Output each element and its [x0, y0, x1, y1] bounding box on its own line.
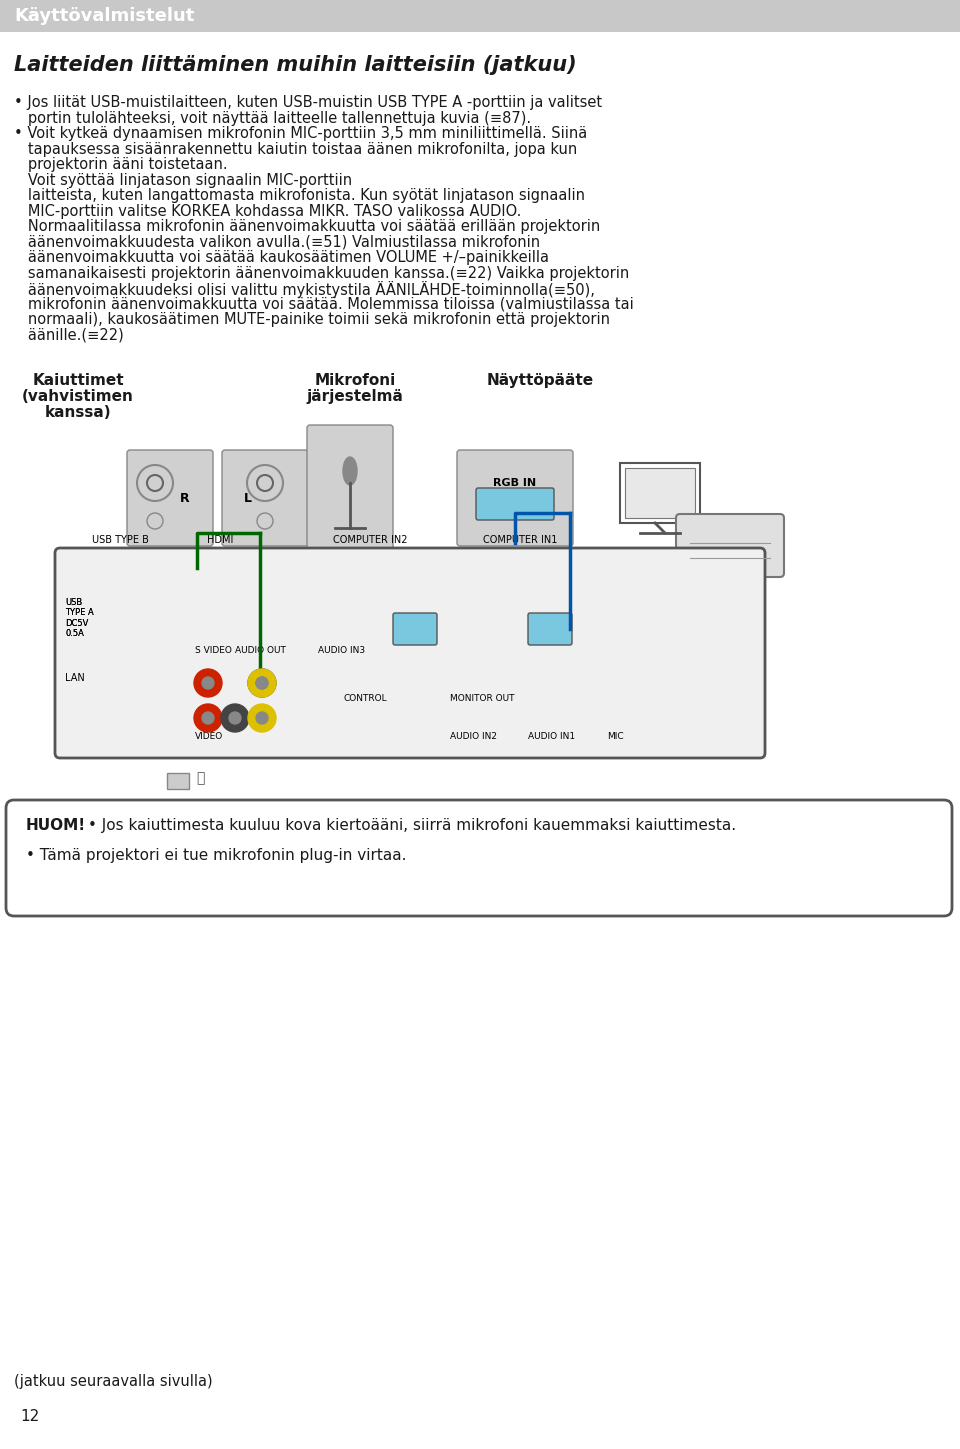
Text: Laitteiden liittäminen muihin laitteisiin (jatkuu): Laitteiden liittäminen muihin laitteisii…	[14, 55, 577, 75]
FancyBboxPatch shape	[6, 800, 952, 916]
Text: CONTROL: CONTROL	[343, 694, 387, 703]
FancyBboxPatch shape	[14, 354, 946, 782]
Circle shape	[256, 677, 268, 690]
Circle shape	[202, 711, 214, 724]
Text: portin tulolähteeksi, voit näyttää laitteelle tallennettuja kuvia (≡87).: portin tulolähteeksi, voit näyttää laitt…	[14, 110, 531, 126]
FancyBboxPatch shape	[0, 0, 960, 32]
FancyBboxPatch shape	[625, 468, 695, 517]
Text: äänenvoimakkuutta voi säätää kaukosäätimen VOLUME +/–painikkeilla: äänenvoimakkuutta voi säätää kaukosäätim…	[14, 251, 549, 265]
FancyBboxPatch shape	[457, 451, 573, 546]
Text: • Voit kytkeä dynaamisen mikrofonin MIC-porttiin 3,5 mm miniliittimellä. Siinä: • Voit kytkeä dynaamisen mikrofonin MIC-…	[14, 126, 588, 141]
Text: • Jos kaiuttimesta kuuluu kova kiertoääni, siirrä mikrofoni kauemmaksi kaiuttime: • Jos kaiuttimesta kuuluu kova kiertoään…	[88, 819, 736, 833]
Text: kanssa): kanssa)	[45, 406, 111, 420]
FancyBboxPatch shape	[620, 464, 700, 523]
Circle shape	[248, 704, 276, 732]
Circle shape	[194, 669, 222, 697]
Text: HUOM!: HUOM!	[26, 819, 86, 833]
Text: 12: 12	[20, 1408, 39, 1424]
Text: L: L	[244, 491, 252, 504]
Text: (vahvistimen: (vahvistimen	[22, 388, 134, 404]
Text: VIDEO: VIDEO	[195, 732, 224, 740]
Text: USB
TYPE A
DC5V
0.5A: USB TYPE A DC5V 0.5A	[65, 598, 94, 638]
Text: USB
TYPE A
DC5V
0.5A: USB TYPE A DC5V 0.5A	[65, 598, 94, 638]
Ellipse shape	[343, 456, 357, 485]
Circle shape	[202, 677, 214, 690]
Text: AUDIO OUT: AUDIO OUT	[235, 646, 286, 655]
FancyBboxPatch shape	[476, 488, 554, 520]
Circle shape	[248, 669, 276, 697]
FancyBboxPatch shape	[393, 613, 437, 645]
Text: AUDIO IN3: AUDIO IN3	[318, 646, 365, 655]
FancyBboxPatch shape	[222, 451, 308, 546]
Text: Käyttövalmistelut: Käyttövalmistelut	[14, 7, 194, 25]
Text: äänenvoimakkuudeksi olisi valittu mykistystila ÄÄNILÄHDE-toiminnolla(≡50),: äänenvoimakkuudeksi olisi valittu mykist…	[14, 281, 595, 298]
Text: Näyttöpääte: Näyttöpääte	[487, 372, 593, 388]
Text: Mikrofoni: Mikrofoni	[314, 372, 396, 388]
Text: Voit syöttää linjatason signaalin MIC-porttiin: Voit syöttää linjatason signaalin MIC-po…	[14, 172, 352, 187]
Text: (jatkuu seuraavalla sivulla): (jatkuu seuraavalla sivulla)	[14, 1374, 212, 1390]
Text: AUDIO IN2: AUDIO IN2	[450, 732, 497, 740]
Text: • Tämä projektori ei tue mikrofonin plug-in virtaa.: • Tämä projektori ei tue mikrofonin plug…	[26, 848, 406, 864]
Text: Kaiuttimet: Kaiuttimet	[33, 372, 124, 388]
Text: järjestelmä: järjestelmä	[306, 388, 403, 404]
Circle shape	[194, 704, 222, 732]
Text: MONITOR OUT: MONITOR OUT	[450, 694, 515, 703]
FancyBboxPatch shape	[307, 425, 393, 551]
Text: MIC-porttiin valitse KORKEA kohdassa MIKR. TASO valikossa AUDIO.: MIC-porttiin valitse KORKEA kohdassa MIK…	[14, 203, 521, 219]
Text: äänille.(≡22): äänille.(≡22)	[14, 327, 124, 342]
Text: S VIDEO: S VIDEO	[195, 646, 232, 655]
Text: äänenvoimakkuudesta valikon avulla.(≡51) Valmiustilassa mikrofonin: äänenvoimakkuudesta valikon avulla.(≡51)…	[14, 235, 540, 249]
Circle shape	[151, 554, 159, 562]
Text: USB TYPE B: USB TYPE B	[91, 535, 149, 545]
Text: projektorin ääni toistetaan.: projektorin ääni toistetaan.	[14, 156, 228, 172]
Circle shape	[256, 677, 268, 690]
Text: LAN: LAN	[65, 672, 84, 682]
Circle shape	[187, 548, 207, 568]
Text: normaali), kaukosäätimen MUTE-painike toimii sekä mikrofonin että projektorin: normaali), kaukosäätimen MUTE-painike to…	[14, 312, 610, 327]
Circle shape	[221, 704, 249, 732]
FancyBboxPatch shape	[167, 772, 189, 790]
Circle shape	[229, 711, 241, 724]
FancyBboxPatch shape	[676, 514, 784, 577]
Text: • Jos liität USB-muistilaitteen, kuten USB-muistin USB TYPE A -porttiin ja valit: • Jos liität USB-muistilaitteen, kuten U…	[14, 96, 602, 110]
Text: tapauksessa sisäänrakennettu kaiutin toistaa äänen mikrofonilta, jopa kun: tapauksessa sisäänrakennettu kaiutin toi…	[14, 142, 577, 156]
Circle shape	[256, 711, 268, 724]
FancyBboxPatch shape	[55, 548, 765, 758]
Text: COMPUTER IN1: COMPUTER IN1	[483, 535, 557, 545]
FancyBboxPatch shape	[127, 451, 213, 546]
FancyBboxPatch shape	[528, 613, 572, 645]
Text: RGB IN: RGB IN	[493, 478, 537, 488]
Text: Normaalitilassa mikrofonin äänenvoimakkuutta voi säätää erillään projektorin: Normaalitilassa mikrofonin äänenvoimakku…	[14, 219, 600, 233]
Circle shape	[145, 548, 165, 568]
Text: laitteista, kuten langattomasta mikrofonista. Kun syötät linjatason signaalin: laitteista, kuten langattomasta mikrofon…	[14, 188, 585, 203]
Text: mikrofonin äänenvoimakkuutta voi säätää. Molemmissa tiloissa (valmiustilassa tai: mikrofonin äänenvoimakkuutta voi säätää.…	[14, 297, 634, 312]
Circle shape	[193, 554, 201, 562]
Text: 🔒: 🔒	[196, 771, 204, 785]
Text: samanaikaisesti projektorin äänenvoimakkuuden kanssa.(≡22) Vaikka projektorin: samanaikaisesti projektorin äänenvoimakk…	[14, 265, 629, 281]
Text: AUDIO IN1: AUDIO IN1	[528, 732, 575, 740]
Text: COMPUTER IN2: COMPUTER IN2	[333, 535, 407, 545]
Text: R: R	[180, 491, 190, 504]
Text: HDMI: HDMI	[206, 535, 233, 545]
Text: MIC: MIC	[607, 732, 624, 740]
Circle shape	[248, 669, 276, 697]
